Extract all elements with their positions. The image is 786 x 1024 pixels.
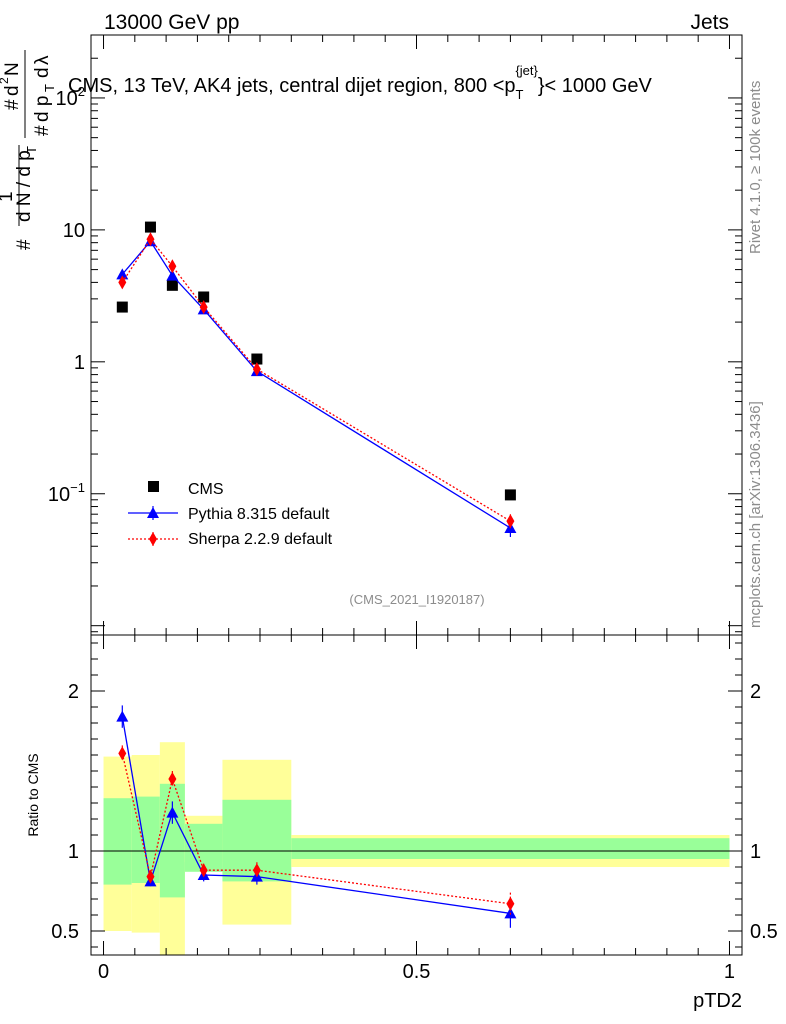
analysis-label: (CMS_2021_I1920187) [349,592,484,607]
data-point [166,806,179,818]
svg-text:#: # [2,99,23,110]
svg-text:d N / d p: d N / d p [14,150,35,222]
legend-label-pythia: Pythia 8.315 default [188,506,330,523]
legend-entry-sherpa: Sherpa 2.2.9 default [128,531,333,548]
data-point [166,269,179,281]
series-line [121,753,511,905]
svg-text:λ: λ [32,55,53,65]
data-point [146,232,155,247]
plot-title-sup: {jet} [515,63,538,78]
svg-text:T: T [24,146,39,154]
data-point [146,869,155,884]
ratio-y-tick-label-right: 0.5 [750,921,778,943]
svg-text:2: 2 [0,77,11,84]
main-panel: 10−1 1 10 102 CMS, 13 TeV, AK4 jets, centra… [0,34,743,636]
svg-text:#: # [32,125,53,136]
data-point [504,489,516,501]
data-point [251,353,263,365]
data-point [252,863,261,878]
svg-text:N: N [2,62,23,76]
data-point [116,710,129,722]
main-y-tick-label: 1 [74,352,85,374]
site-label: mcplots.cern.ch [arXiv:1306.3436] [747,401,764,628]
plot-title-main: CMS, 13 TeV, AK4 jets, central dijet reg… [68,75,516,97]
data-point [116,301,128,313]
main-y-tick-label: 102 [56,84,85,110]
svg-text:d: d [32,67,53,78]
stat-uncertainty-band [131,796,160,883]
stat-uncertainty-band [291,838,730,859]
series-line [121,240,511,529]
svg-text:1: 1 [0,191,17,202]
energy-label: 13000 GeV pp [104,11,239,34]
ratio-y-tick-label: 1 [68,841,79,863]
data-point [198,291,210,303]
svg-text:#: # [14,239,35,250]
legend: CMS Pythia 8.315 default Sherpa 2.2.9 de… [128,481,333,548]
x-tick-label: 1 [724,961,735,983]
svg-text:d: d [2,85,23,96]
data-point [199,863,208,878]
plot-title: CMS, 13 TeV, AK4 jets, central dijet reg… [68,63,653,102]
ratio-panel: 0.5 0.5 1 1 2 2 Ratio to CMS [25,634,778,956]
main-series-sherpa [118,232,515,530]
data-point [506,896,515,911]
legend-label-sherpa: Sherpa 2.2.9 default [188,531,333,548]
legend-entry-pythia: Pythia 8.315 default [128,506,330,523]
x-axis-label: pTD2 [693,990,742,1012]
plot-title-sub: T [516,87,524,102]
legend-label-cms: CMS [188,481,224,498]
ratio-y-tick-label-right: 1 [750,841,761,863]
ratio-series-sherpa [118,745,515,915]
data-point [166,279,178,291]
data-point [118,275,127,290]
x-tick-labels: 0 0.5 1 [98,961,735,983]
legend-entry-cms: CMS [148,481,224,498]
main-y-tick-label: 10 [63,220,85,242]
svg-text:T: T [42,84,57,92]
ratio-y-tick-label: 2 [68,681,79,703]
data-point [144,221,156,233]
main-series-cms [116,221,516,501]
data-point [116,268,129,280]
stat-uncertainty-band [103,798,132,885]
x-tick-label: 0 [98,961,109,983]
data-point [199,300,208,315]
data-point [118,746,127,761]
series-line [121,716,511,915]
ratio-y-tick-label: 0.5 [51,921,79,943]
data-point [168,772,177,786]
ratio-y-axis-label: Ratio to CMS [25,753,41,836]
rivet-label: Rivet 4.1.0, ≥ 100k events [747,81,764,254]
data-point [168,259,177,274]
svg-text:d p: d p [32,96,53,122]
main-y-tick-label: 10−1 [48,480,85,506]
series-line [121,238,511,522]
ratio-y-tick-label-right: 2 [750,681,761,703]
data-point [506,514,515,529]
data-point [252,362,261,377]
x-tick-label: 0.5 [403,961,431,983]
main-y-axis-label: # d N / d p T 1 # d p T d λ # d 2 N [0,50,57,250]
category-label: Jets [690,11,729,34]
